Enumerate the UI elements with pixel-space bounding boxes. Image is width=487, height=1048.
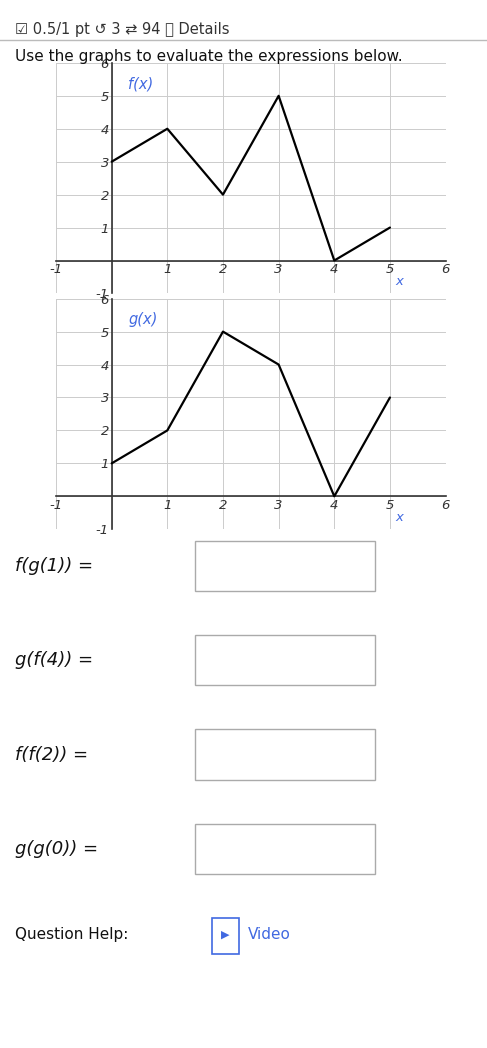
Text: Video: Video — [248, 927, 291, 942]
Text: Question Help:: Question Help: — [15, 927, 128, 942]
Text: ☑ 0.5/1 pt ↺ 3 ⇄ 94 ⓘ Details: ☑ 0.5/1 pt ↺ 3 ⇄ 94 ⓘ Details — [15, 22, 229, 37]
Text: f(x): f(x) — [129, 77, 153, 91]
Text: x: x — [395, 511, 403, 524]
Text: x: x — [395, 276, 403, 288]
Text: g(f(4)) =: g(f(4)) = — [15, 651, 93, 670]
Text: g(g(0)) =: g(g(0)) = — [15, 839, 98, 858]
Text: f(f(2)) =: f(f(2)) = — [15, 745, 88, 764]
Text: Use the graphs to evaluate the expressions below.: Use the graphs to evaluate the expressio… — [15, 49, 402, 64]
Text: ▶: ▶ — [221, 930, 229, 940]
Text: f(g(1)) =: f(g(1)) = — [15, 556, 93, 575]
Text: g(x): g(x) — [129, 312, 158, 327]
